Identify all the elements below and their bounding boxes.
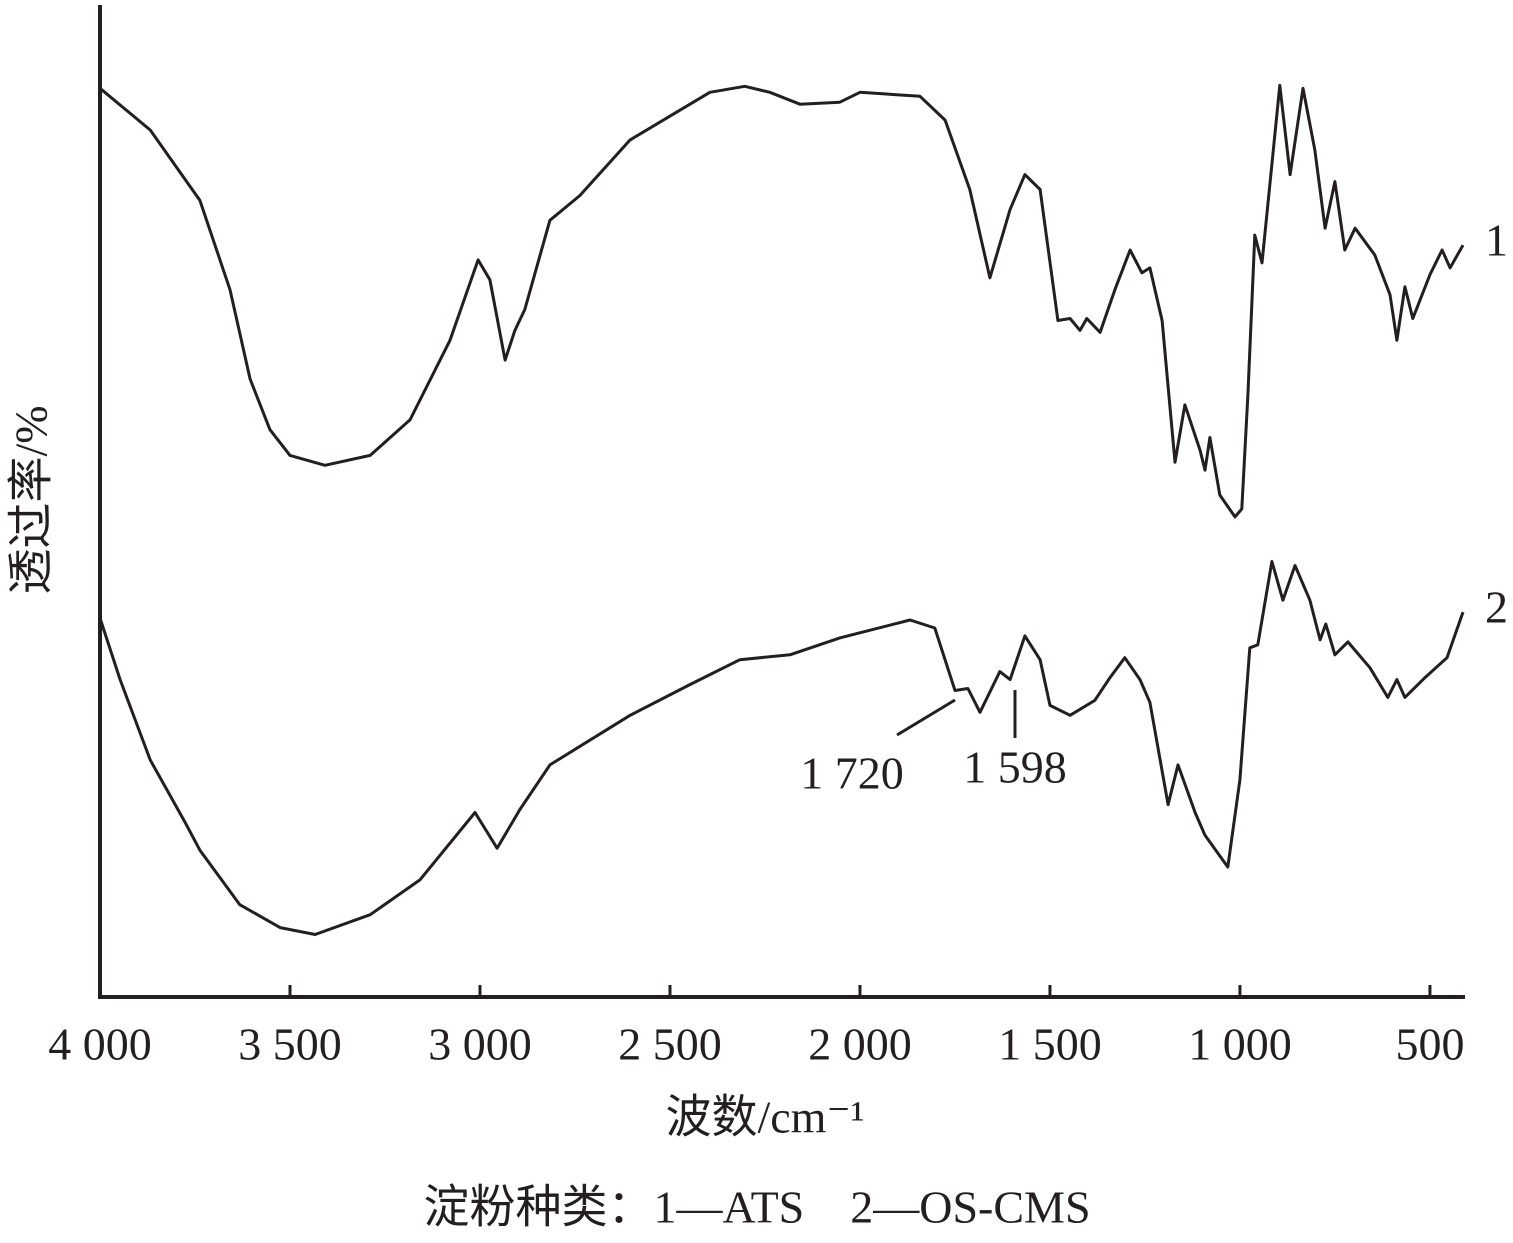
series-label: 2 <box>1485 582 1508 633</box>
x-tick-label: 2 500 <box>618 1019 722 1070</box>
x-tick-label: 3 500 <box>238 1019 342 1070</box>
x-tick-label: 2 000 <box>808 1019 912 1070</box>
y-axis-label: 透过率/% <box>6 405 57 594</box>
caption: 淀粉种类：1—ATS 2—OS-CMS <box>423 1182 1090 1233</box>
series-line <box>98 560 1465 936</box>
annotation-leader <box>896 698 956 737</box>
series-label: 1 <box>1485 215 1508 266</box>
x-axis-label: 波数/cm⁻¹ <box>665 1092 864 1143</box>
series-line <box>99 83 1465 519</box>
x-tick-label: 1 000 <box>1188 1019 1292 1070</box>
annotation: 1 720 <box>800 748 904 799</box>
x-tick-label: 1 500 <box>998 1019 1102 1070</box>
x-tick-label: 3 000 <box>428 1019 532 1070</box>
x-tick-label: 4 000 <box>48 1019 152 1070</box>
x-tick-label: 500 <box>1395 1019 1464 1070</box>
annotation: 1 598 <box>963 742 1067 793</box>
